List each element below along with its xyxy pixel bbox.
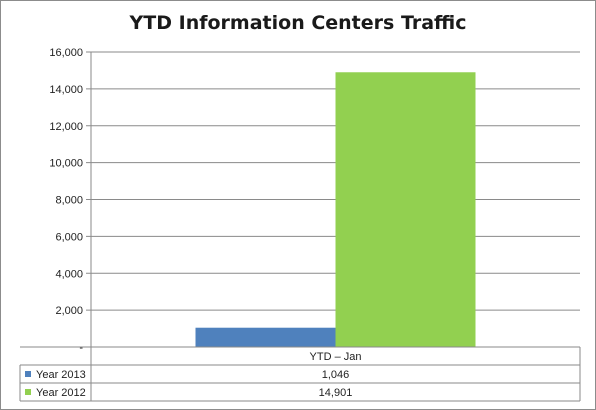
- y-tick-label: -: [79, 342, 83, 354]
- legend-swatch: [25, 389, 31, 395]
- legend-label: Year 2012: [36, 387, 86, 399]
- y-tick-label: 4,000: [55, 268, 83, 280]
- data-label: 14,901: [319, 387, 353, 399]
- y-tick-label: 10,000: [49, 158, 83, 170]
- y-tick-label: 14,000: [49, 84, 83, 96]
- data-label: 1,046: [322, 369, 350, 381]
- legend-swatch: [25, 371, 31, 377]
- y-tick-label: 6,000: [55, 231, 83, 243]
- legend-label: Year 2013: [36, 369, 86, 381]
- x-tick-label: YTD – Jan: [310, 351, 362, 363]
- y-tick-label: 2,000: [55, 305, 83, 317]
- bar: [195, 327, 336, 347]
- y-tick-label: 8,000: [55, 195, 83, 207]
- y-tick-label: 16,000: [49, 47, 83, 59]
- chart-title: YTD Information Centers Traffic: [129, 12, 467, 34]
- y-tick-label: 12,000: [49, 121, 83, 133]
- bar: [335, 72, 476, 347]
